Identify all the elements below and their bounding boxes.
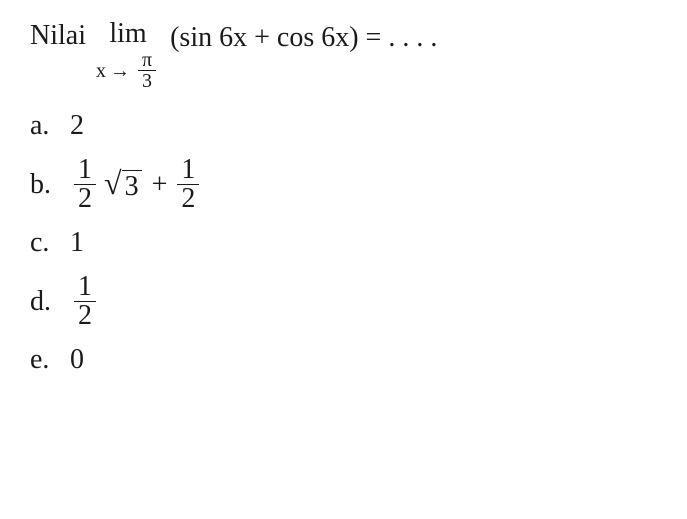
option-b-frac1-den: 2 bbox=[74, 184, 96, 213]
sqrt-radical-icon: √ bbox=[104, 167, 122, 199]
option-c-label: c. bbox=[30, 227, 70, 259]
option-d: d. 1 2 bbox=[30, 273, 657, 330]
option-d-label: d. bbox=[30, 286, 70, 318]
option-c-value: 1 bbox=[70, 227, 84, 259]
option-b-frac1-num: 1 bbox=[74, 156, 96, 184]
option-d-frac-den: 2 bbox=[74, 301, 96, 330]
option-e-value: 0 bbox=[70, 344, 84, 376]
option-b-frac1: 1 2 bbox=[74, 156, 96, 213]
options-list: a. 2 b. 1 2 √ 3 + 1 2 c. 1 d. 1 bbox=[30, 106, 657, 380]
limit-target-num: π bbox=[138, 50, 156, 70]
option-c: c. 1 bbox=[30, 223, 657, 263]
option-b-sqrt-val: 3 bbox=[122, 170, 142, 203]
option-a: a. 2 bbox=[30, 106, 657, 146]
limit-subscript: x → π 3 bbox=[96, 50, 160, 91]
question-line: Nilai lim x → π 3 (sin 6x + cos 6x) = . … bbox=[30, 20, 657, 91]
option-b-label: b. bbox=[30, 169, 70, 201]
option-b-sqrt: √ 3 bbox=[104, 167, 142, 203]
option-b: b. 1 2 √ 3 + 1 2 bbox=[30, 156, 657, 213]
option-b-frac2-den: 2 bbox=[177, 184, 199, 213]
question-expression: (sin 6x + cos 6x) = . . . . bbox=[170, 22, 437, 54]
option-b-plus: + bbox=[152, 169, 168, 201]
option-d-frac: 1 2 bbox=[74, 273, 96, 330]
limit-target-den: 3 bbox=[138, 70, 156, 91]
option-b-frac2-num: 1 bbox=[177, 156, 199, 184]
question-prefix: Nilai bbox=[30, 20, 86, 52]
limit-text: lim bbox=[109, 20, 146, 48]
option-e: e. 0 bbox=[30, 340, 657, 380]
limit-target-fraction: π 3 bbox=[138, 50, 156, 91]
option-b-value: 1 2 √ 3 + 1 2 bbox=[70, 156, 203, 213]
limit-var: x bbox=[96, 61, 106, 81]
option-d-frac-num: 1 bbox=[74, 273, 96, 301]
option-b-frac2: 1 2 bbox=[177, 156, 199, 213]
limit-block: lim x → π 3 bbox=[96, 20, 160, 91]
limit-arrow: → bbox=[110, 61, 130, 81]
option-a-value: 2 bbox=[70, 110, 84, 142]
option-a-label: a. bbox=[30, 110, 70, 142]
option-d-value: 1 2 bbox=[70, 273, 100, 330]
option-e-label: e. bbox=[30, 344, 70, 376]
